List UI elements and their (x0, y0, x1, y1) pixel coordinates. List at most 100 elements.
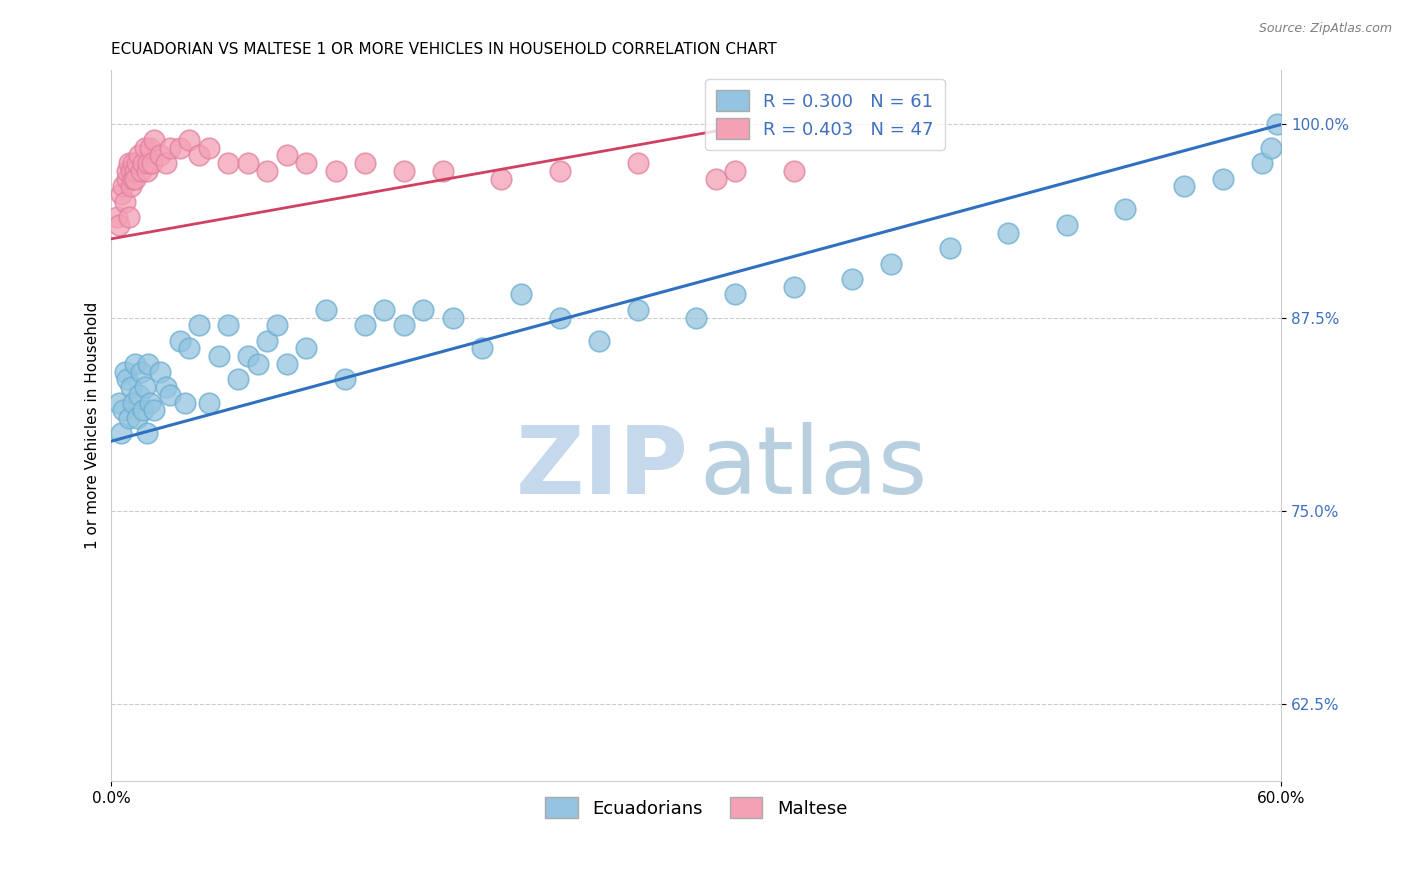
Point (198, 395, 221, 409)
Point (114, 194, 136, 209)
Point (179, 133, 201, 147)
Point (120, 164, 142, 178)
Point (1173, 179, 1195, 194)
Point (121, 395, 143, 409)
Point (115, 171, 138, 186)
Point (315, 302, 337, 317)
Point (134, 380, 156, 394)
Text: Source: ZipAtlas.com: Source: ZipAtlas.com (1258, 22, 1392, 36)
Point (353, 318, 375, 333)
Point (112, 403, 135, 417)
Point (134, 141, 156, 155)
Point (115, 164, 138, 178)
Point (276, 357, 298, 371)
Point (135, 426, 157, 441)
Point (226, 372, 249, 386)
Point (353, 156, 375, 170)
Point (139, 141, 162, 155)
Point (138, 156, 160, 170)
Point (841, 272, 863, 286)
Point (325, 164, 347, 178)
Point (685, 310, 707, 325)
Point (114, 365, 136, 379)
Text: ECUADORIAN VS MALTESE 1 OR MORE VEHICLES IN HOUSEHOLD CORRELATION CHART: ECUADORIAN VS MALTESE 1 OR MORE VEHICLES… (111, 42, 778, 57)
Point (509, 287, 531, 301)
Point (155, 156, 177, 170)
Point (138, 357, 160, 371)
Point (131, 403, 153, 417)
Point (335, 372, 357, 386)
Point (149, 365, 172, 379)
Point (174, 395, 197, 409)
Point (1056, 218, 1078, 232)
Point (179, 342, 201, 356)
Point (129, 164, 152, 178)
Point (155, 380, 177, 394)
Point (392, 318, 415, 333)
Point (143, 133, 166, 147)
Legend: Ecuadorians, Maltese: Ecuadorians, Maltese (538, 790, 855, 825)
Point (1265, 118, 1288, 132)
Point (149, 148, 172, 162)
Point (627, 156, 650, 170)
Point (121, 171, 143, 186)
Point (256, 334, 278, 348)
Point (188, 148, 211, 162)
Point (704, 171, 727, 186)
Text: ZIP: ZIP (516, 422, 689, 515)
Point (471, 342, 494, 356)
Y-axis label: 1 or more Vehicles in Household: 1 or more Vehicles in Household (86, 302, 100, 549)
Point (783, 164, 806, 178)
Point (432, 164, 454, 178)
Point (1250, 156, 1272, 170)
Point (588, 334, 610, 348)
Point (217, 156, 239, 170)
Point (112, 179, 135, 194)
Point (491, 171, 513, 186)
Point (141, 156, 163, 170)
Point (105, 210, 128, 224)
Point (246, 357, 269, 371)
Point (124, 357, 146, 371)
Point (188, 318, 211, 333)
Point (110, 426, 132, 441)
Point (373, 302, 395, 317)
Point (441, 310, 464, 325)
Point (236, 156, 259, 170)
Point (783, 279, 806, 293)
Point (295, 156, 318, 170)
Point (392, 164, 415, 178)
Point (217, 318, 239, 333)
Point (159, 388, 181, 402)
Point (135, 164, 157, 178)
Point (295, 342, 318, 356)
Point (118, 156, 141, 170)
Point (256, 164, 278, 178)
Point (1114, 202, 1136, 217)
Point (124, 164, 146, 178)
Point (724, 164, 747, 178)
Point (139, 395, 162, 409)
Point (118, 411, 141, 425)
Point (120, 380, 142, 394)
Point (938, 241, 960, 255)
Point (412, 302, 434, 317)
Point (110, 186, 132, 201)
Point (548, 164, 571, 178)
Point (169, 141, 191, 155)
Point (276, 148, 298, 162)
Point (118, 210, 141, 224)
Point (121, 156, 143, 170)
Point (128, 148, 150, 162)
Point (548, 310, 571, 325)
Point (627, 302, 650, 317)
Point (997, 226, 1019, 240)
Point (169, 334, 191, 348)
Point (880, 256, 903, 270)
Point (207, 349, 229, 363)
Point (125, 411, 148, 425)
Point (129, 365, 152, 379)
Point (120, 179, 142, 194)
Point (1260, 141, 1282, 155)
Point (108, 218, 131, 232)
